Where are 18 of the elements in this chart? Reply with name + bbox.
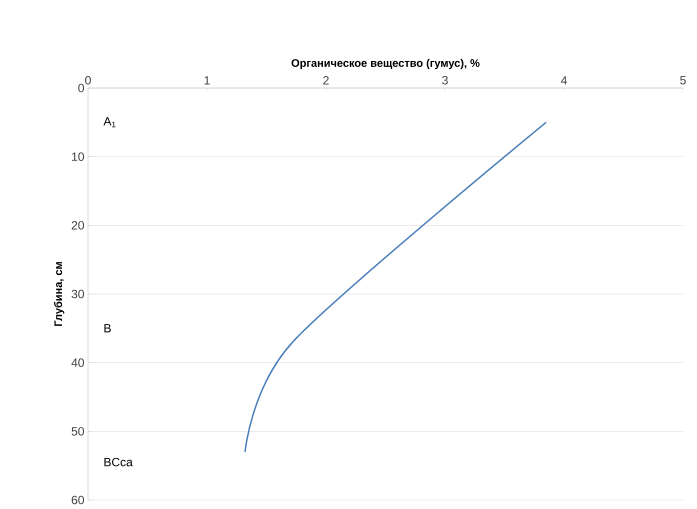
x-tick-label: 5 (680, 76, 686, 84)
x-axis-title: Органическое вещество (гумус), % (292, 58, 480, 70)
y-axis-title: Глубина, см (54, 262, 64, 326)
y-tick-label: 0 (78, 84, 84, 92)
x-tick-label: 4 (560, 76, 567, 84)
y-tick-label: 40 (71, 358, 84, 367)
x-tick-label: 3 (442, 76, 448, 84)
x-tick-label: 2 (323, 76, 329, 84)
y-tick-label: 10 (72, 152, 84, 161)
annotation: B (104, 324, 111, 332)
y-tick-label: 30 (72, 290, 84, 298)
annotation: A$_{1}$ (103, 117, 116, 128)
x-tick-label: 1 (204, 76, 210, 84)
y-tick-label: 50 (72, 427, 84, 436)
x-tick-label: 0 (85, 76, 91, 84)
annotation: BCca (104, 458, 133, 466)
y-tick-label: 20 (72, 221, 84, 230)
y-tick-label: 60 (72, 496, 84, 504)
